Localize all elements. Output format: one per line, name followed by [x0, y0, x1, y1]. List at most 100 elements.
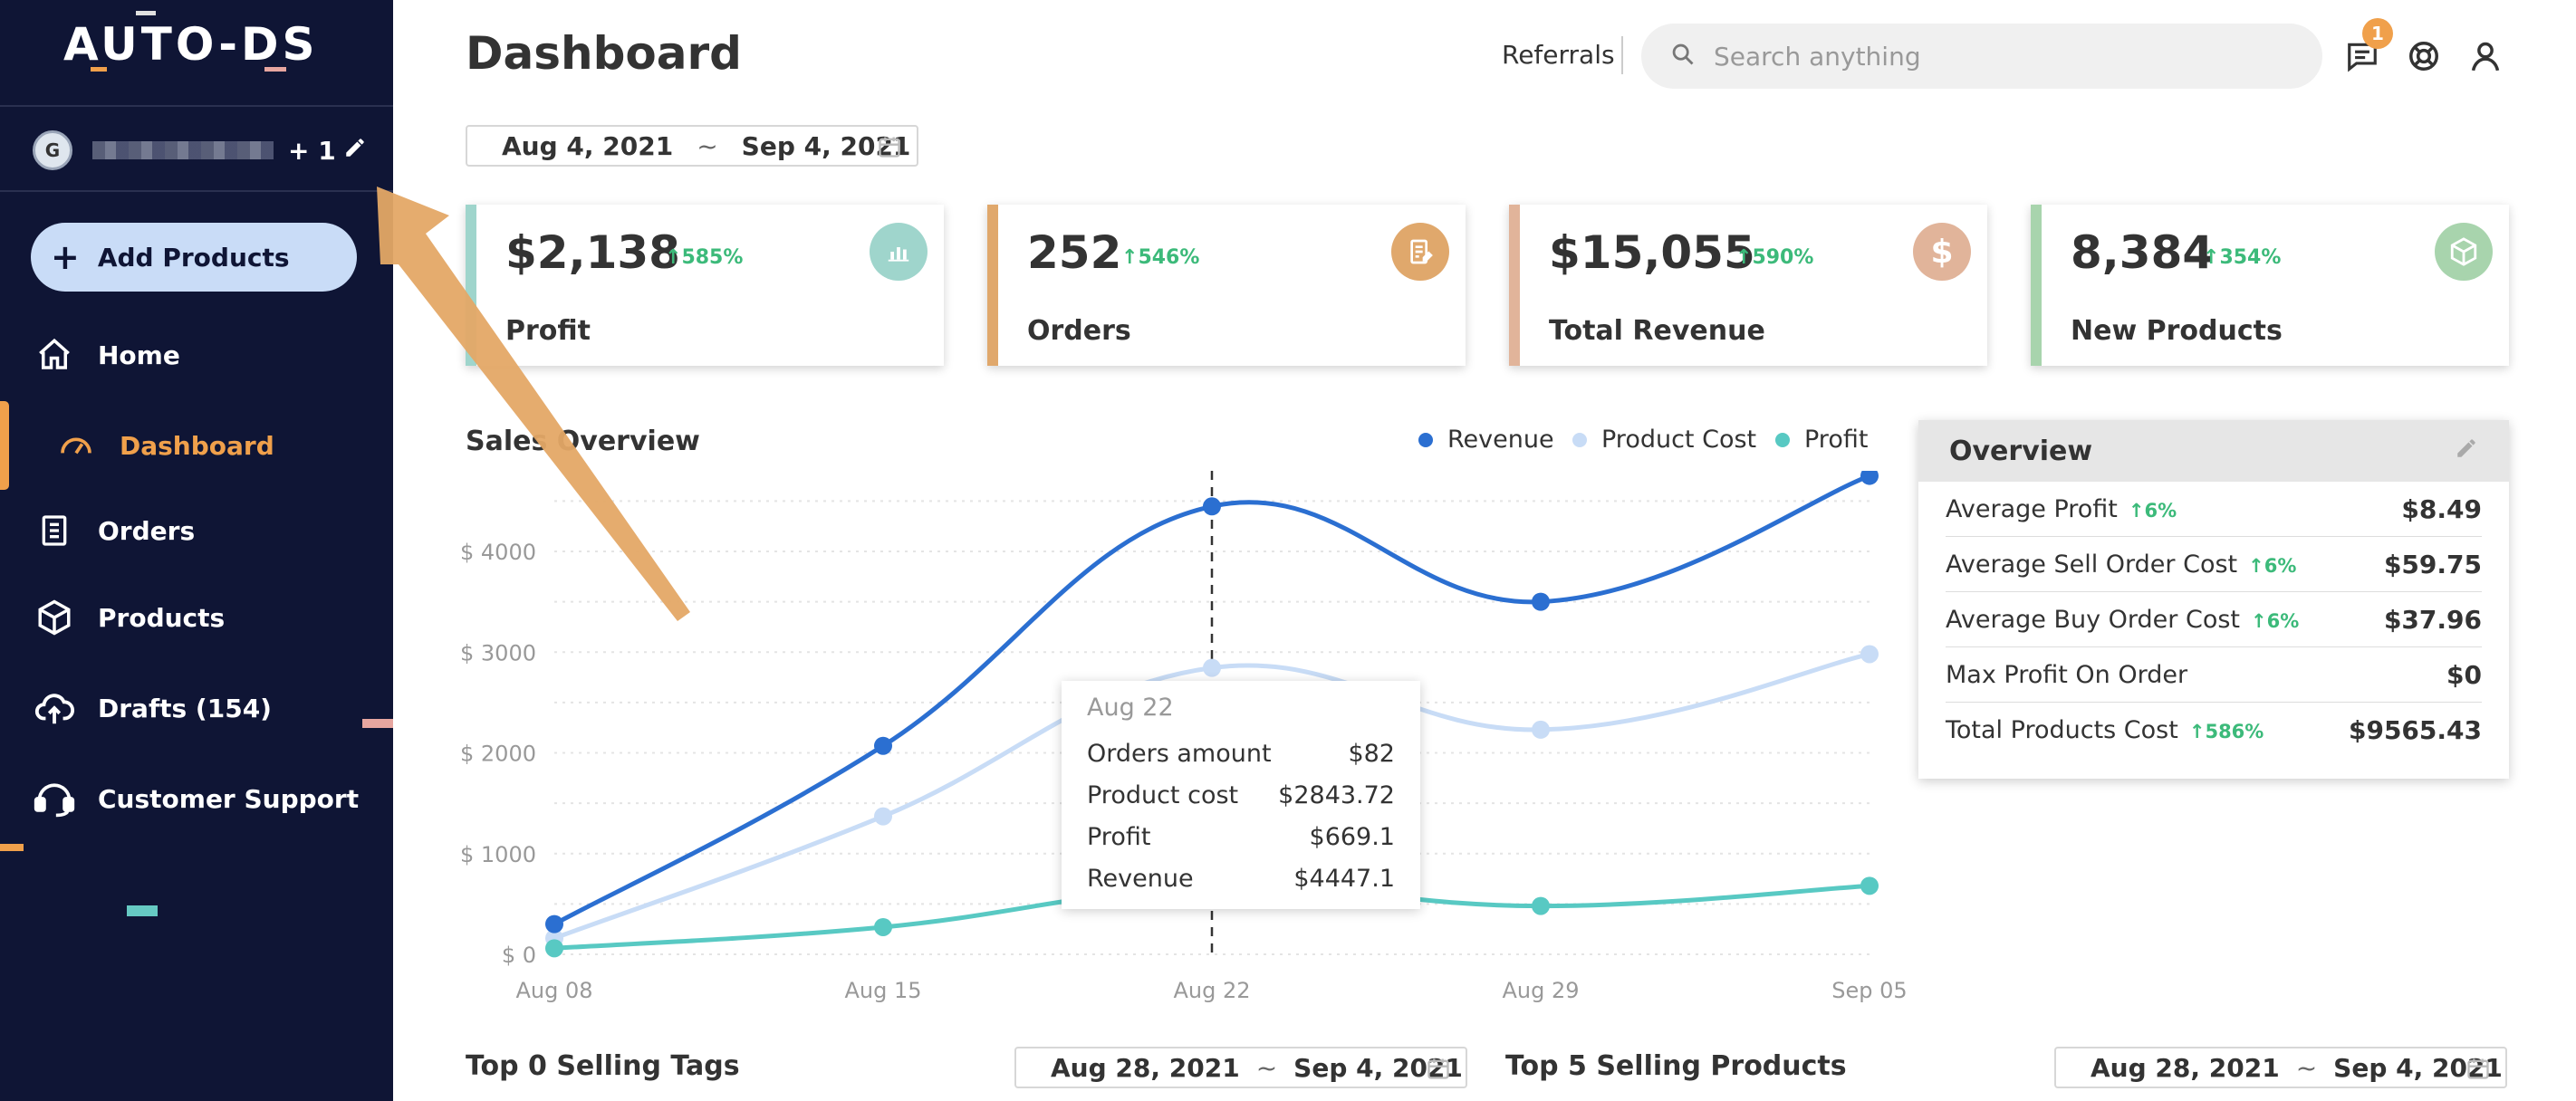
date-from: Aug 28, 2021 — [1051, 1052, 1240, 1083]
data-point-revenue — [874, 736, 892, 755]
sidebar-item-drafts[interactable]: Drafts (154) — [33, 681, 272, 735]
sidebar-divider — [0, 190, 393, 192]
stat-card-profit: $2,138 ↑585% Profit — [466, 205, 944, 366]
overview-change-value: 586% — [2205, 720, 2264, 742]
stat-value: $2,138 — [505, 226, 680, 279]
overview-label: Total Products Cost — [1946, 715, 2178, 744]
search-bar[interactable] — [1641, 24, 2322, 89]
logo-accent — [264, 67, 286, 72]
edit-pencil-icon[interactable] — [343, 136, 367, 166]
legend-dot — [1775, 432, 1790, 447]
receipt-icon — [1391, 223, 1449, 281]
legend-product-cost[interactable]: Product Cost — [1572, 426, 1756, 454]
date-range-picker[interactable]: Aug 4, 2021 ~ Sep 4, 2021 — [466, 125, 918, 167]
bar-chart-icon — [870, 223, 928, 281]
sidebar-item-home[interactable]: Home — [33, 328, 180, 382]
sidebar-item-dashboard[interactable]: Dashboard — [54, 418, 274, 473]
sidebar-item-orders[interactable]: Orders — [33, 503, 195, 558]
referrals-link[interactable]: Referrals — [1502, 40, 1615, 70]
tooltip-row: Profit $669.1 — [1087, 816, 1395, 857]
data-point-profit — [1532, 896, 1550, 915]
cube-icon — [2435, 223, 2493, 281]
help-lifebuoy-icon[interactable] — [2404, 36, 2444, 76]
data-point-product-cost — [874, 807, 892, 826]
products-date-range-picker[interactable]: Aug 28, 2021 ~ Sep 4, 2021 — [2054, 1047, 2507, 1088]
overview-change-value: 6% — [2266, 609, 2300, 632]
add-products-button[interactable]: + Add Products — [31, 223, 357, 292]
x-tick-label: Aug 15 — [844, 978, 921, 1003]
account-name-redacted — [92, 141, 274, 159]
account-switcher[interactable]: G + 1 — [33, 127, 367, 174]
legend-dot — [1572, 432, 1587, 447]
stat-change: ↑354% — [2203, 246, 2282, 269]
y-tick-label: $ 3000 — [460, 640, 536, 665]
legend-label: Product Cost — [1601, 426, 1757, 454]
cloud-upload-icon — [33, 686, 76, 730]
sidebar-item-products[interactable]: Products — [33, 590, 225, 645]
logo-accent — [136, 11, 156, 15]
legend-label: Revenue — [1447, 426, 1554, 454]
box-icon — [33, 596, 76, 639]
stat-value: 252 — [1027, 226, 1122, 279]
overview-header: Overview — [1918, 420, 2509, 482]
date-separator: ~ — [2295, 1052, 2318, 1083]
decorative-dash — [127, 905, 158, 916]
top-selling-tags-title: Top 0 Selling Tags — [466, 1050, 740, 1082]
sidebar-item-label: Dashboard — [120, 430, 274, 461]
calendar-icon — [2465, 1056, 2491, 1087]
overview-panel: Overview Average Profit ↑6% $8.49 Average… — [1918, 420, 2509, 779]
sidebar: AUTO-DS G + 1 + Add Products Home Dashbo… — [0, 0, 393, 1101]
overview-value: $9565.43 — [2348, 714, 2482, 745]
overview-row-average-profit: Average Profit ↑6% $8.49 — [1946, 482, 2482, 537]
stat-change: ↑546% — [1121, 246, 1200, 269]
overview-row-average-sell-order-cost: Average Sell Order Cost ↑6% $59.75 — [1946, 537, 2482, 592]
home-icon — [33, 333, 76, 377]
data-point-revenue — [1532, 592, 1550, 611]
tags-date-range-picker[interactable]: Aug 28, 2021 ~ Sep 4, 2021 — [1014, 1047, 1467, 1088]
stat-change-value: 590% — [1752, 246, 1814, 269]
headset-icon — [33, 777, 76, 820]
sidebar-divider — [0, 105, 393, 107]
stat-value: $15,055 — [1549, 226, 1755, 279]
page-title: Dashboard — [466, 27, 742, 80]
tooltip-label: Revenue — [1087, 864, 1194, 893]
legend-revenue[interactable]: Revenue — [1418, 426, 1554, 454]
date-separator: ~ — [1255, 1052, 1278, 1083]
data-point-revenue — [545, 914, 563, 933]
legend-profit[interactable]: Profit — [1775, 426, 1868, 454]
data-point-product-cost — [1532, 720, 1550, 739]
sidebar-item-label: Home — [98, 340, 180, 370]
decorative-dash — [0, 844, 24, 851]
sidebar-item-customer-support[interactable]: Customer Support — [33, 771, 359, 826]
legend-dot — [1418, 432, 1433, 447]
clipboard-icon — [33, 509, 76, 552]
x-tick-label: Aug 08 — [515, 978, 592, 1003]
y-tick-label: $ 1000 — [460, 842, 536, 867]
overview-title: Overview — [1949, 435, 2093, 467]
stat-change-value: 354% — [2219, 246, 2282, 269]
overview-change: ↑6% — [2128, 499, 2177, 522]
y-tick-label: $ 0 — [502, 943, 536, 968]
autods-logo[interactable]: AUTO-DS — [63, 18, 319, 71]
card-accent — [2031, 205, 2042, 366]
user-profile-icon[interactable] — [2465, 36, 2505, 76]
x-tick-label: Aug 29 — [1502, 978, 1579, 1003]
overview-value: $37.96 — [2383, 604, 2482, 635]
stat-change: ↑590% — [1735, 246, 1814, 269]
card-accent — [466, 205, 476, 366]
tooltip-label: Profit — [1087, 822, 1151, 851]
date-separator: ~ — [697, 130, 718, 161]
overview-value: $59.75 — [2383, 549, 2482, 579]
header-divider — [1621, 36, 1623, 74]
data-point-profit — [545, 939, 563, 958]
stat-card-total-revenue: $15,055 ↑590% Total Revenue $ — [1509, 205, 1987, 366]
stat-label: Total Revenue — [1549, 315, 1765, 347]
overview-label: Average Sell Order Cost — [1946, 550, 2238, 579]
y-tick-label: $ 4000 — [460, 540, 536, 565]
search-input[interactable] — [1712, 40, 2259, 72]
x-tick-label: Sep 05 — [1831, 978, 1907, 1003]
account-extra-count: + 1 — [288, 135, 336, 166]
overview-row-average-buy-order-cost: Average Buy Order Cost ↑6% $37.96 — [1946, 592, 2482, 647]
y-tick-label: $ 2000 — [460, 742, 536, 767]
edit-pencil-icon[interactable] — [2455, 436, 2478, 467]
